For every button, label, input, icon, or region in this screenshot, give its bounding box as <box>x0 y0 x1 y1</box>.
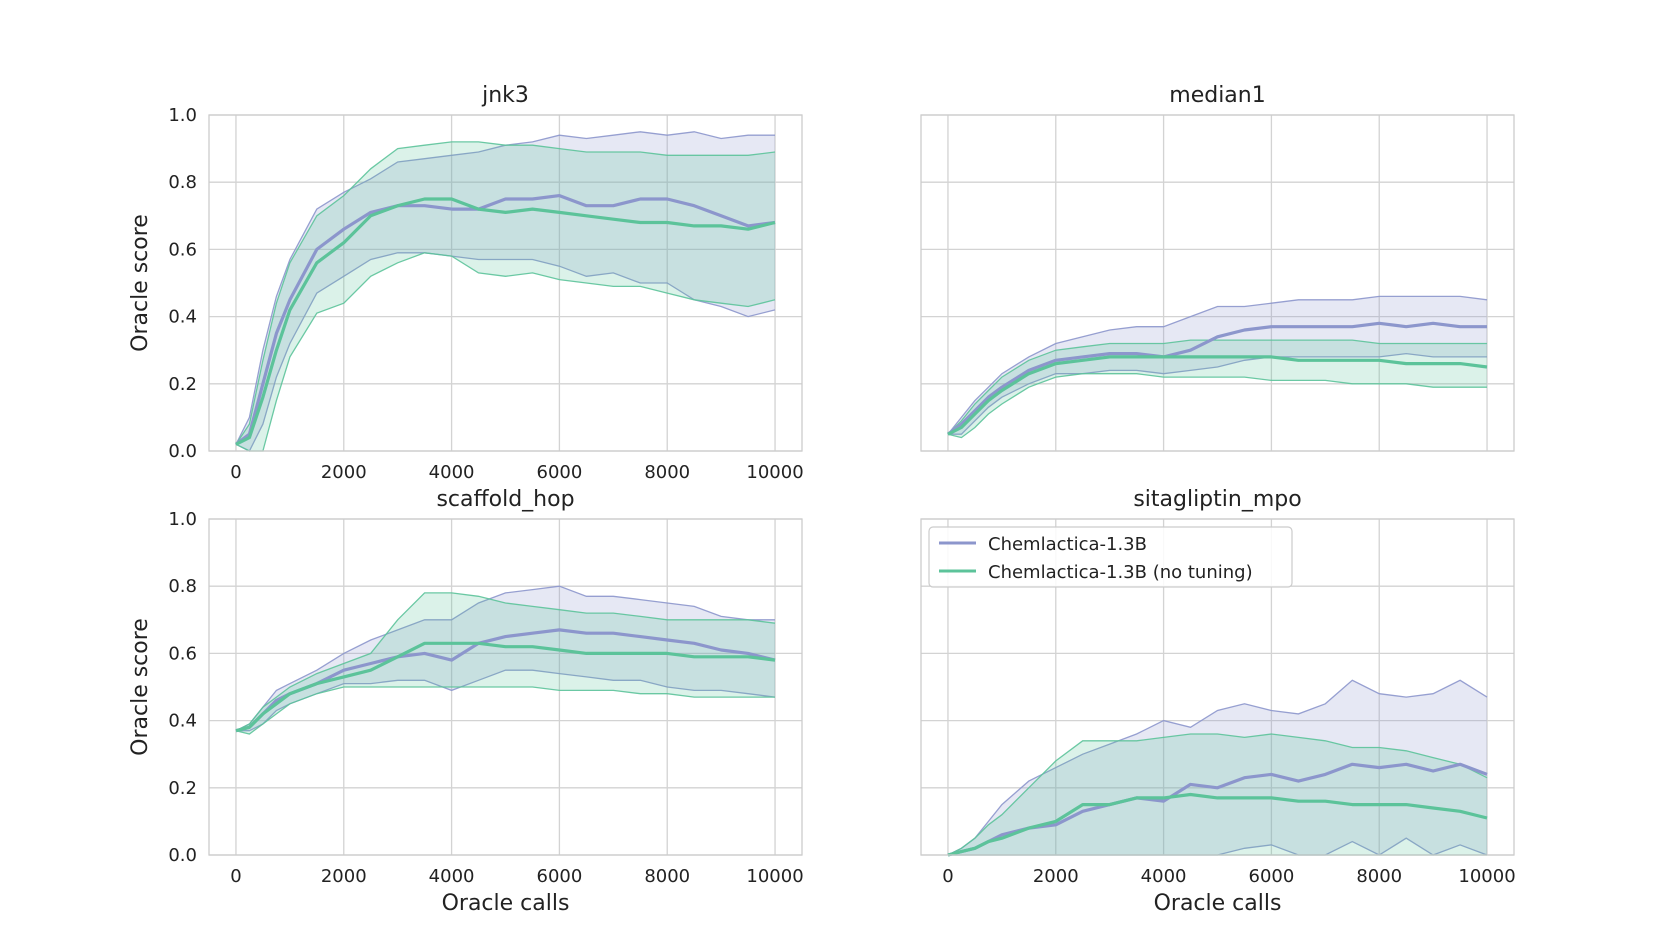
mean-line-chemlactica-1-3b <box>947 321 1487 436</box>
upper-bound-chemlactica-1-3b-no-tuning <box>947 339 1487 435</box>
y-tick-label: 0.0 <box>168 441 197 462</box>
upper-bound-chemlactica-1-3b <box>235 585 775 732</box>
mean-line-chemlactica-1-3b <box>947 762 1488 857</box>
y-tick-label: 0.6 <box>168 239 197 260</box>
band-chemlactica-1-3b-no-tuning <box>236 592 775 734</box>
x-tick-label: 8000 <box>644 462 690 483</box>
plot-frame <box>208 114 803 452</box>
y-tick-label: 0.4 <box>168 307 197 328</box>
lower-bound-chemlactica-1-3b <box>236 669 776 732</box>
y-tick-label: 0.2 <box>168 374 197 395</box>
upper-bound-chemlactica-1-3b <box>947 295 1488 435</box>
upper-bound-chemlactica-1-3b <box>235 131 775 445</box>
x-tick-label: 8000 <box>644 866 690 887</box>
legend: Chemlactica-1.3B Chemlactica-1.3B (no tu… <box>928 526 1293 588</box>
x-tick-label: 6000 <box>537 462 583 483</box>
y-tick-label: 0.6 <box>168 643 197 664</box>
band-chemlactica-1-3b-no-tuning <box>948 340 1487 438</box>
lower-bound-chemlactica-1-3b <box>235 252 776 452</box>
panel-title: median1 <box>1169 83 1265 108</box>
band-chemlactica-1-3b-no-tuning <box>948 734 1487 855</box>
upper-bound-chemlactica-1-3b-no-tuning <box>947 733 1488 856</box>
panel-title: scaffold_hop <box>436 487 574 512</box>
panel-sitagliptin-mpo: sitagliptin_mpo 0 2000 4000 6000 8000 10000 Ora… <box>920 487 1516 916</box>
mean-line-chemlactica-1-3b-no-tuning <box>947 355 1488 436</box>
panel-title: jnk3 <box>481 83 529 108</box>
x-tick-label: 2000 <box>321 866 367 887</box>
plot-frame <box>920 518 1515 856</box>
x-tick-label: 8000 <box>1356 866 1402 887</box>
mean-line-chemlactica-1-3b-no-tuning <box>947 792 1488 857</box>
y-tick-label: 0.8 <box>168 576 197 597</box>
x-tick-label: 6000 <box>1249 866 1295 887</box>
x-tick-label: 0 <box>230 866 241 887</box>
mean-line-chemlactica-1-3b-no-tuning <box>235 641 776 733</box>
upper-bound-chemlactica-1-3b-no-tuning <box>235 592 776 732</box>
x-axis-label: Oracle calls <box>1154 891 1282 916</box>
band-chemlactica-1-3b <box>948 296 1487 435</box>
upper-bound-chemlactica-1-3b <box>947 679 1488 856</box>
x-tick-label: 2000 <box>321 462 367 483</box>
x-tick-label: 4000 <box>1141 866 1187 887</box>
x-tick-label: 0 <box>230 462 241 483</box>
lower-bound-chemlactica-1-3b <box>948 352 1487 435</box>
panel-median1: median1 <box>920 83 1515 452</box>
plot-frame <box>208 518 803 856</box>
x-tick-label: 10000 <box>746 462 803 483</box>
lower-bound-chemlactica-1-3b-no-tuning <box>947 373 1487 439</box>
y-tick-label: 0.2 <box>168 778 197 799</box>
lower-bound-chemlactica-1-3b-no-tuning <box>235 686 775 735</box>
lower-bound-chemlactica-1-3b-no-tuning <box>235 252 776 452</box>
panel-title: sitagliptin_mpo <box>1133 487 1301 512</box>
y-tick-label: 0.4 <box>168 711 197 732</box>
band-chemlactica-1-3b-no-tuning <box>236 141 775 451</box>
mean-line-chemlactica-1-3b-no-tuning <box>235 197 776 446</box>
y-axis-label: Oracle score <box>128 214 153 352</box>
plot-frame <box>920 114 1515 452</box>
x-tick-label: 4000 <box>429 866 475 887</box>
y-axis-label: Oracle score <box>128 618 153 756</box>
legend-frame <box>928 526 1293 588</box>
x-tick-label: 10000 <box>1458 866 1515 887</box>
x-tick-label: 0 <box>942 866 953 887</box>
y-tick-label: 1.0 <box>168 509 197 530</box>
band-chemlactica-1-3b <box>236 586 775 731</box>
x-tick-label: 6000 <box>537 866 583 887</box>
x-tick-label: 10000 <box>746 866 803 887</box>
x-axis-label: Oracle calls <box>442 891 570 916</box>
panel-jnk3: jnk3 0 2000 4000 6000 8000 10000 0.0 0.2 0.4 0.6 0.… <box>128 83 804 483</box>
y-tick-label: 0.8 <box>168 172 197 193</box>
legend-label-chemlactica-no-tuning: Chemlactica-1.3B (no tuning) <box>988 562 1253 583</box>
y-tick-label: 0.0 <box>168 845 197 866</box>
y-tick-label: 1.0 <box>168 105 197 126</box>
panel-scaffold-hop: scaffold_hop 0 2000 4000 6000 8000 10000 0.0 0.2… <box>128 487 804 916</box>
legend-label-chemlactica: Chemlactica-1.3B <box>988 534 1147 555</box>
x-tick-label: 4000 <box>429 462 475 483</box>
x-tick-label: 2000 <box>1033 866 1079 887</box>
upper-bound-chemlactica-1-3b-no-tuning <box>235 141 776 445</box>
